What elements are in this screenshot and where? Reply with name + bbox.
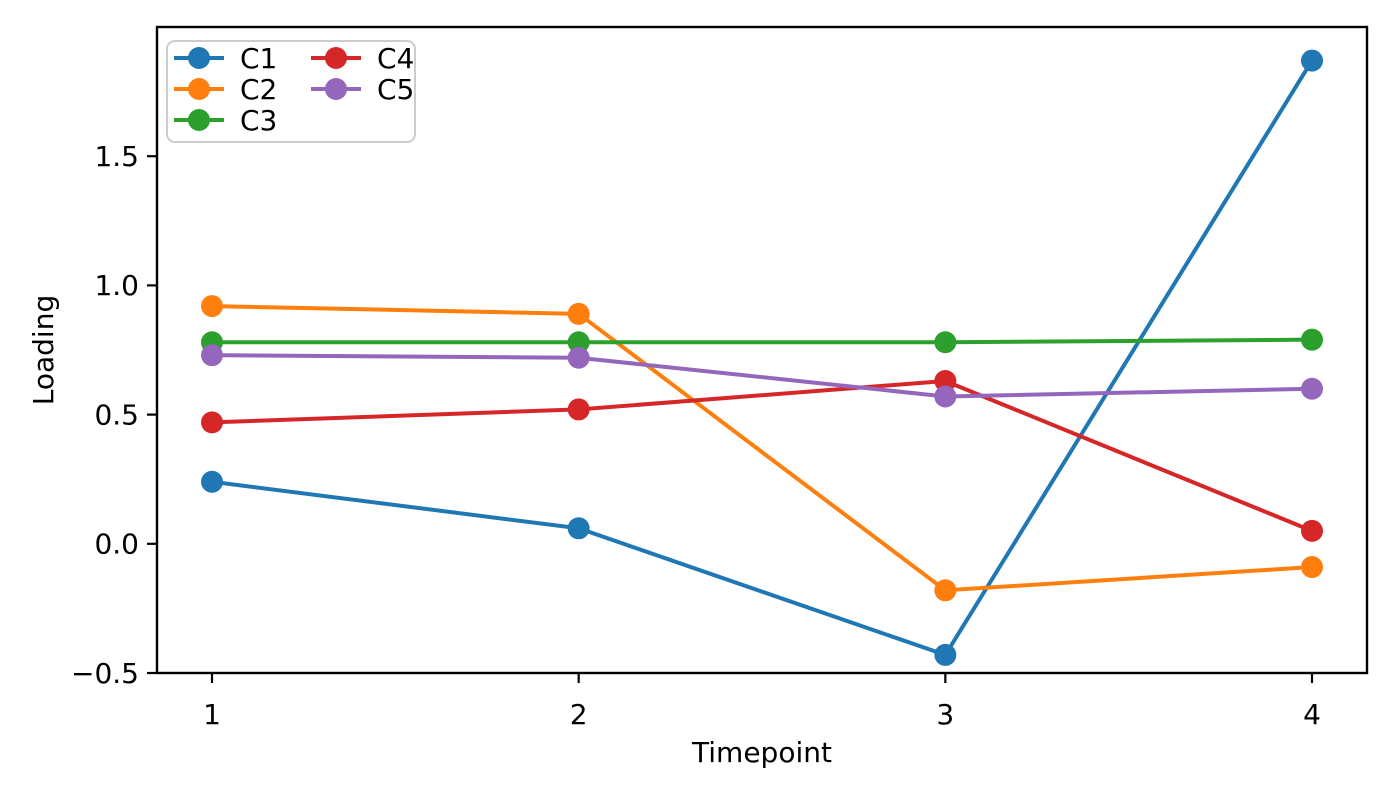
- series-marker-C1: [201, 470, 223, 493]
- legend-marker-C3: [188, 109, 210, 131]
- x-tick-label: 4: [1303, 698, 1321, 731]
- series-marker-C5: [201, 344, 223, 367]
- series-line-C3: [210, 337, 1314, 345]
- series-marker-C1: [934, 643, 957, 666]
- legend-marker-C4: [325, 47, 347, 69]
- series-line-C2: [210, 304, 1314, 593]
- legend-entry-C2: C2: [174, 73, 277, 106]
- series-marker-C2: [201, 295, 223, 318]
- series-C5: [201, 344, 1323, 408]
- legend-entry-C3: C3: [174, 104, 277, 137]
- x-axis-label: Timepoint: [691, 736, 832, 769]
- y-axis-label: Loading: [27, 295, 60, 405]
- y-axis: −0.5 0.0 0.5 1.0 1.5: [71, 140, 157, 690]
- legend-entry-C4: C4: [311, 42, 414, 75]
- y-tick-label: 1.0: [94, 269, 139, 302]
- series-marker-C2: [567, 302, 590, 325]
- series-marker-C4: [201, 411, 223, 434]
- legend-label-C3: C3: [240, 104, 277, 137]
- legend-label-C1: C1: [240, 42, 277, 75]
- series-marker-C4: [934, 370, 957, 393]
- legend-marker-C1: [188, 47, 210, 69]
- x-axis: 1 2 3 4: [203, 673, 1321, 731]
- series-marker-C1: [1301, 49, 1323, 72]
- series-C3: [201, 328, 1323, 354]
- series-line-C1: [210, 58, 1314, 657]
- legend-label-C5: C5: [377, 73, 414, 106]
- series-group: [201, 49, 1323, 666]
- legend-marker-C2: [188, 78, 210, 100]
- series-marker-C4: [1301, 519, 1323, 542]
- x-tick-label: 2: [570, 698, 588, 731]
- series-marker-C3: [934, 331, 957, 354]
- legend-label-C4: C4: [377, 42, 414, 75]
- series-marker-C5: [934, 385, 957, 408]
- series-marker-C2: [1301, 556, 1323, 579]
- series-line-C4: [210, 379, 1314, 533]
- legend-entry-C5: C5: [311, 73, 414, 106]
- legend-marker-C5: [325, 78, 347, 100]
- y-tick-label: −0.5: [71, 657, 139, 690]
- series-C2: [201, 295, 1323, 602]
- series-marker-C3: [567, 331, 590, 354]
- series-marker-C5: [567, 346, 590, 369]
- series-C4: [201, 370, 1323, 542]
- y-tick-label: 1.5: [94, 140, 139, 173]
- x-tick-label: 1: [203, 698, 221, 731]
- series-marker-C2: [934, 579, 957, 602]
- series-marker-C1: [567, 517, 590, 540]
- series-C1: [201, 49, 1323, 666]
- series-line-C5: [210, 353, 1314, 399]
- legend-entry-C1: C1: [174, 42, 277, 75]
- series-marker-C5: [1301, 377, 1323, 400]
- x-tick-label: 3: [936, 698, 954, 731]
- series-marker-C3: [1301, 328, 1323, 351]
- legend-label-C2: C2: [240, 73, 277, 106]
- legend-box: [166, 40, 416, 143]
- y-tick-label: 0.5: [94, 398, 139, 431]
- plot-border: [155, 25, 1369, 675]
- y-tick-label: 0.0: [94, 528, 139, 561]
- series-marker-C4: [567, 398, 590, 421]
